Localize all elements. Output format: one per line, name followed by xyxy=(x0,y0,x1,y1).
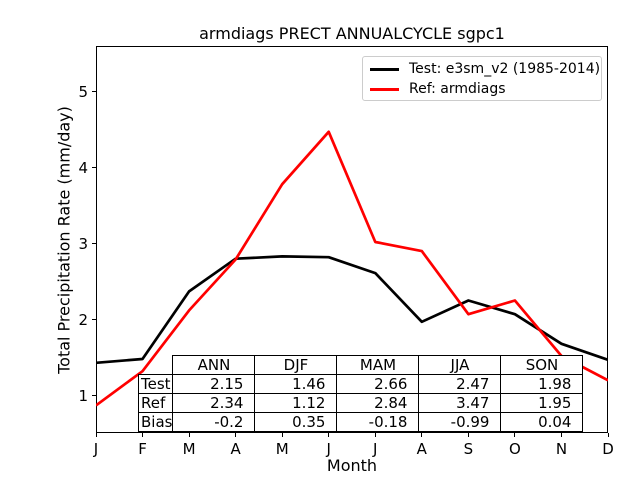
legend-entry-ref: Ref: armdiags xyxy=(363,79,601,99)
ref-line-sample xyxy=(370,87,399,91)
x-tick-mark xyxy=(188,433,190,437)
table-header-cell: DJF xyxy=(254,355,338,375)
table-header-cell: JJA xyxy=(418,355,502,375)
test-line-sample xyxy=(370,67,399,71)
y-tick-mark xyxy=(92,243,96,244)
table-value-cell: 1.46 xyxy=(254,374,338,394)
table-value-cell: -0.2 xyxy=(172,412,256,432)
ref-series-line xyxy=(96,130,608,407)
table-header-cell: ANN xyxy=(172,355,256,375)
table-corner-cell xyxy=(139,356,173,375)
y-tick-label: 2 xyxy=(78,310,88,329)
x-tick-label: F xyxy=(138,440,147,458)
legend-label-test: Test: e3sm_v2 (1985-2014) xyxy=(409,61,601,77)
table-row-label: Ref xyxy=(137,393,174,413)
table-header-cell: MAM xyxy=(336,355,420,375)
x-tick-label: J xyxy=(93,440,99,458)
table-row-label: Test xyxy=(137,374,174,394)
chart-title: armdiags PRECT ANNUALCYCLE sgpc1 xyxy=(199,24,505,43)
x-tick-mark xyxy=(421,433,423,437)
x-tick-mark xyxy=(281,433,283,437)
x-tick-label: M xyxy=(182,440,196,458)
x-tick-label: J xyxy=(326,440,331,458)
table-value-cell: 0.35 xyxy=(254,412,338,432)
table-value-cell: 1.12 xyxy=(254,393,338,413)
table-value-cell: -0.99 xyxy=(418,412,502,432)
x-tick-mark xyxy=(142,433,144,437)
table-value-cell: 2.47 xyxy=(418,374,502,394)
x-tick-mark xyxy=(467,433,469,437)
x-tick-mark xyxy=(328,433,330,437)
y-tick-label: 1 xyxy=(78,386,88,405)
table-value-cell: 2.84 xyxy=(336,393,420,413)
y-tick-mark xyxy=(92,395,96,396)
x-tick-label: A xyxy=(230,440,241,458)
x-axis-label: Month xyxy=(326,456,378,475)
x-tick-mark xyxy=(374,433,376,437)
table-row-label: Bias xyxy=(137,412,174,432)
y-tick-label: 3 xyxy=(78,234,88,253)
legend-entry-test: Test: e3sm_v2 (1985-2014) xyxy=(363,59,601,79)
x-tick-mark xyxy=(560,433,562,437)
x-tick-label: A xyxy=(416,440,427,458)
table-row: Test 2.15 1.46 2.66 2.47 1.98 xyxy=(137,374,584,394)
x-tick-label: J xyxy=(373,440,378,458)
table-value-cell: -0.18 xyxy=(336,412,420,432)
precipitation-lines-svg xyxy=(96,130,608,407)
table-row: Bias -0.2 0.35 -0.18 -0.99 0.04 xyxy=(137,412,584,432)
x-tick-label: M xyxy=(275,440,289,458)
table-value-cell: 2.66 xyxy=(336,374,420,394)
x-tick-mark xyxy=(514,433,516,437)
table-value-cell: 3.47 xyxy=(418,393,502,413)
x-tick-label: D xyxy=(602,440,614,458)
y-tick-label: 5 xyxy=(78,82,88,101)
x-tick-label: O xyxy=(509,440,521,458)
table-value-cell: 2.15 xyxy=(172,374,256,394)
seasonal-stats-table: ANN DJF MAM JJA SON Test 2.15 1.46 2.66 2.47 1.98 R… xyxy=(137,355,584,432)
table-header-cell: SON xyxy=(500,355,584,375)
x-tick-label: S xyxy=(463,440,474,458)
x-tick-mark xyxy=(607,433,609,437)
table-value-cell: 1.98 xyxy=(500,374,584,394)
y-tick-mark xyxy=(92,91,96,92)
table-value-cell: 0.04 xyxy=(500,412,584,432)
test-series-line xyxy=(96,255,608,365)
x-tick-mark xyxy=(95,433,97,437)
legend: Test: e3sm_v2 (1985-2014) Ref: armdiags xyxy=(362,56,602,101)
table-row: Ref 2.34 1.12 2.84 3.47 1.95 xyxy=(137,393,584,413)
x-tick-mark xyxy=(235,433,237,437)
legend-label-ref: Ref: armdiags xyxy=(409,81,506,97)
y-tick-mark xyxy=(92,167,96,168)
y-tick-mark xyxy=(92,319,96,320)
table-value-cell: 1.95 xyxy=(500,393,584,413)
x-tick-label: N xyxy=(555,440,568,458)
table-value-cell: 2.34 xyxy=(172,393,256,413)
y-tick-label: 4 xyxy=(78,158,88,177)
